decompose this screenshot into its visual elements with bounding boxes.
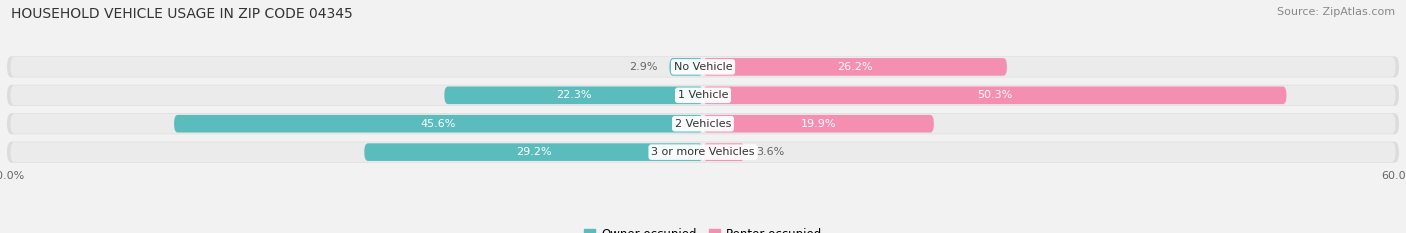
Text: 1 Vehicle: 1 Vehicle [678,90,728,100]
Text: 22.3%: 22.3% [555,90,592,100]
Text: 45.6%: 45.6% [420,119,456,129]
FancyBboxPatch shape [364,143,703,161]
Text: 3 or more Vehicles: 3 or more Vehicles [651,147,755,157]
Text: HOUSEHOLD VEHICLE USAGE IN ZIP CODE 04345: HOUSEHOLD VEHICLE USAGE IN ZIP CODE 0434… [11,7,353,21]
Text: 26.2%: 26.2% [837,62,873,72]
FancyBboxPatch shape [703,143,745,161]
Text: 29.2%: 29.2% [516,147,551,157]
FancyBboxPatch shape [7,113,1399,134]
FancyBboxPatch shape [703,86,1286,104]
FancyBboxPatch shape [174,115,703,133]
FancyBboxPatch shape [444,86,703,104]
Text: 2.9%: 2.9% [630,62,658,72]
FancyBboxPatch shape [10,57,1396,77]
FancyBboxPatch shape [703,58,1007,76]
FancyBboxPatch shape [10,114,1396,134]
Text: 19.9%: 19.9% [800,119,837,129]
Text: 50.3%: 50.3% [977,90,1012,100]
FancyBboxPatch shape [703,115,934,133]
Text: No Vehicle: No Vehicle [673,62,733,72]
FancyBboxPatch shape [7,142,1399,163]
FancyBboxPatch shape [10,85,1396,105]
Text: Source: ZipAtlas.com: Source: ZipAtlas.com [1277,7,1395,17]
Text: 2 Vehicles: 2 Vehicles [675,119,731,129]
FancyBboxPatch shape [10,142,1396,162]
Legend: Owner-occupied, Renter-occupied: Owner-occupied, Renter-occupied [579,223,827,233]
Text: 3.6%: 3.6% [756,147,785,157]
FancyBboxPatch shape [7,85,1399,106]
FancyBboxPatch shape [7,56,1399,77]
FancyBboxPatch shape [669,58,703,76]
